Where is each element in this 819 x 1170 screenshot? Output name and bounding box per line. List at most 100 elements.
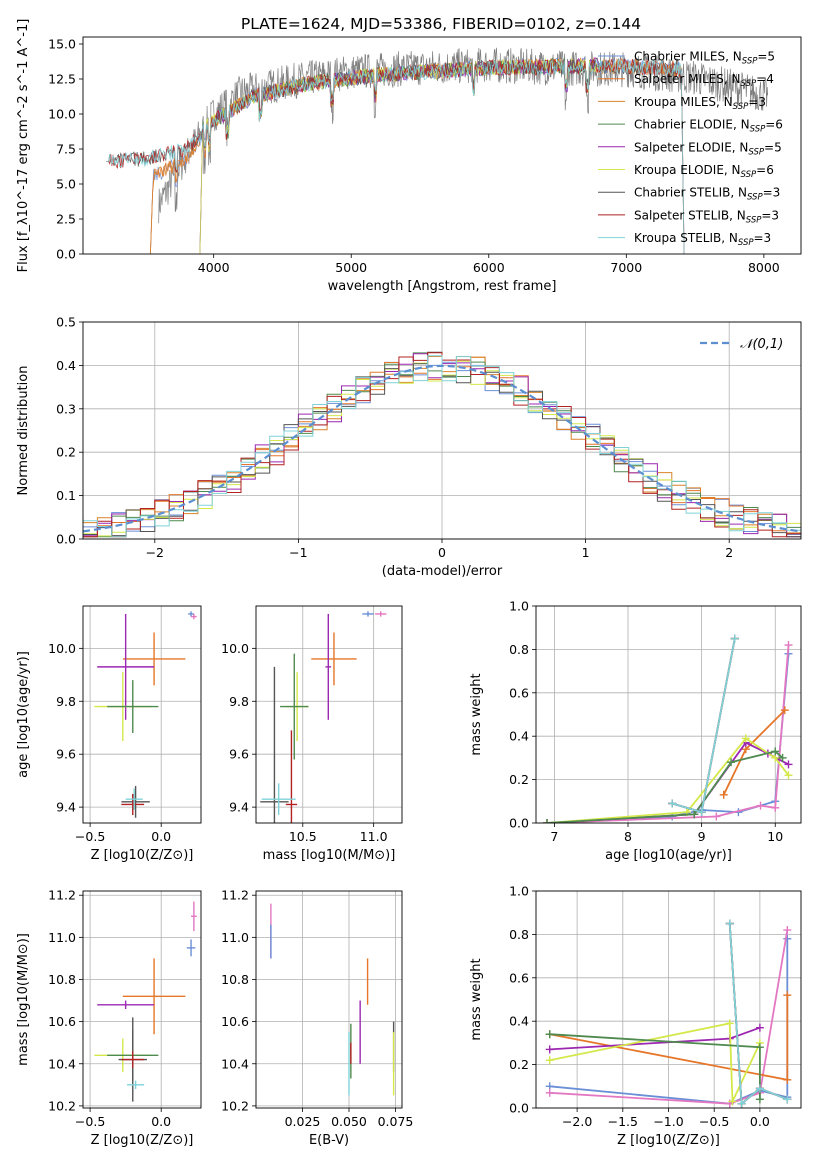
axes-frame <box>82 605 202 824</box>
model-spectrum-line <box>199 57 599 254</box>
y-tick-label: 10.4 <box>221 1056 249 1071</box>
y-axis-label: age [log10(age/yr)] <box>16 651 31 778</box>
y-tick-label: 10.6 <box>221 1014 249 1029</box>
y-axis-label: mass weight <box>469 673 484 755</box>
axes-frame <box>535 890 802 1109</box>
model-spectrum-line <box>106 58 685 254</box>
residual-histogram <box>83 355 801 538</box>
x-tick-label: 0.075 <box>378 1114 414 1129</box>
y-tick-label: 9.4 <box>56 800 76 815</box>
x-tick-label: −2 <box>146 545 164 560</box>
mass-vs-EBV-panel: 0.025 0.050 0.075 10.2 10.4 10.6 10.8 11.0 11.2 E… <box>221 888 413 1148</box>
axes-frame <box>255 890 403 1109</box>
mass-weight-line <box>546 741 789 823</box>
model-spectrum-line <box>106 59 685 254</box>
axes-frame <box>82 321 802 540</box>
x-tick-label: 9 <box>698 829 706 844</box>
model-spectrum-line <box>150 57 683 254</box>
model-spectrum-line <box>106 59 685 254</box>
y-tick-label: 9.6 <box>229 747 249 762</box>
spectrum-panel: 4000 5000 6000 7000 8000 0.0 2.5 5.0 7.5 10.0 12.5… <box>16 19 802 294</box>
mass-weight-line <box>546 645 790 823</box>
age-vs-Z-plot-area <box>94 611 197 818</box>
y-tick-label: 10.0 <box>48 107 76 122</box>
x-tick-label: 11.0 <box>360 829 388 844</box>
mass-vs-Z-plot-area <box>94 901 197 1102</box>
model-spectrum-line <box>150 56 683 254</box>
age-vs-mass-plot-area <box>260 611 387 823</box>
mass-weight-line <box>549 1022 761 1102</box>
legend-label: Chabrier MILES, NSSP=5 <box>634 50 775 67</box>
legend-label: Salpeter MILES, NSSP=4 <box>634 72 774 89</box>
axes-frame <box>255 605 403 824</box>
massweight-vs-Z-plot-area <box>545 919 792 1108</box>
mass-weight-line <box>671 638 736 814</box>
y-tick-label: 9.8 <box>56 694 76 709</box>
legend-label: Salpeter STELIB, NSSP=3 <box>634 208 779 225</box>
x-axis-label: Z [log10(Z/Z⊙)] <box>91 848 194 863</box>
x-tick-label: 0.050 <box>331 1114 367 1129</box>
y-axis-label: Normed distribution <box>16 366 31 496</box>
x-tick-label: 0.0 <box>750 1114 770 1129</box>
residuals-plot-area <box>83 351 801 538</box>
legend-label: Kroupa MILES, NSSP=3 <box>634 95 766 112</box>
massweight-vs-age-panel: 7 8 9 10 0.0 0.2 0.4 0.6 0.8 1.0 age [log10(age/yr… <box>469 599 802 863</box>
x-tick-label: −2.0 <box>562 1114 592 1129</box>
x-tick-label: 0.0 <box>151 829 171 844</box>
x-tick-label: −1.0 <box>653 1114 683 1129</box>
y-tick-label: 10.4 <box>48 1056 76 1071</box>
y-axis-label: mass weight <box>469 958 484 1040</box>
age-vs-mass-panel: 10.5 11.0 9.4 9.6 9.8 10.0 mass [log10(M/M⊙)] <box>221 605 403 863</box>
y-tick-label: 10.0 <box>221 641 249 656</box>
y-tick-label: 7.5 <box>56 142 76 157</box>
axes-frame <box>82 890 202 1109</box>
y-tick-label: 11.0 <box>48 930 76 945</box>
y-tick-label: 0.6 <box>509 970 529 985</box>
y-axis-label: Flux [f_λ10^-17 erg cm^-2 s^-1 A^-1] <box>16 19 31 273</box>
x-tick-label: −0.5 <box>75 829 105 844</box>
x-tick-label: −1.5 <box>608 1114 638 1129</box>
y-tick-label: 9.4 <box>229 800 249 815</box>
x-axis-label: (data-model)/error <box>382 564 503 579</box>
y-tick-label: 10.8 <box>48 972 76 987</box>
y-tick-label: 0.0 <box>509 816 529 831</box>
x-tick-label: 10 <box>767 829 783 844</box>
x-tick-label: 6000 <box>473 260 505 275</box>
x-tick-label: 7000 <box>610 260 642 275</box>
y-tick-label: 10.2 <box>48 1098 76 1113</box>
y-tick-label: 0.5 <box>56 315 76 330</box>
y-axis-label: mass [log10(M/M⊙)] <box>16 933 31 1066</box>
figure-title: PLATE=1624, MJD=53386, FIBERID=0102, z=0… <box>241 15 641 33</box>
x-tick-label: 7 <box>550 829 558 844</box>
y-tick-label: 0.4 <box>509 1014 529 1029</box>
mass-weight-line <box>728 923 788 1106</box>
y-tick-label: 10.8 <box>221 972 249 987</box>
axes-frame <box>535 605 802 824</box>
spectrum-plot-area <box>106 47 769 254</box>
y-tick-label: 0.6 <box>509 685 529 700</box>
residuals-panel: −2 −1 0 1 2 0.0 0.1 0.2 0.3 0.4 0.5 (data-model)/er… <box>16 315 802 579</box>
x-axis-label: Z [log10(Z/Z⊙)] <box>617 1133 720 1148</box>
y-tick-label: 11.2 <box>48 888 76 903</box>
x-tick-label: 4000 <box>198 260 230 275</box>
y-tick-label: 0.2 <box>509 772 529 787</box>
legend-label: 𝒩(0,1) <box>740 337 783 352</box>
x-tick-label: −1 <box>289 545 307 560</box>
x-tick-label: 0 <box>438 545 446 560</box>
mass-weight-line <box>671 638 736 814</box>
y-tick-label: 0.8 <box>509 642 529 657</box>
x-tick-label: 2 <box>725 545 733 560</box>
legend-label: Kroupa ELODIE, NSSP=6 <box>634 163 774 180</box>
y-tick-label: 1.0 <box>509 884 529 899</box>
y-tick-label: 10.6 <box>48 1014 76 1029</box>
y-tick-label: 0.8 <box>509 927 529 942</box>
x-tick-label: 8000 <box>748 260 780 275</box>
mass-weight-line <box>546 653 790 823</box>
y-tick-label: 0.4 <box>56 358 76 373</box>
y-tick-label: 11.2 <box>221 888 249 903</box>
y-tick-label: 9.8 <box>229 694 249 709</box>
mass-vs-EBV-plot-area <box>270 903 395 1096</box>
legend-label: Kroupa STELIB, NSSP=3 <box>634 231 771 248</box>
x-tick-label: −0.5 <box>699 1114 729 1129</box>
